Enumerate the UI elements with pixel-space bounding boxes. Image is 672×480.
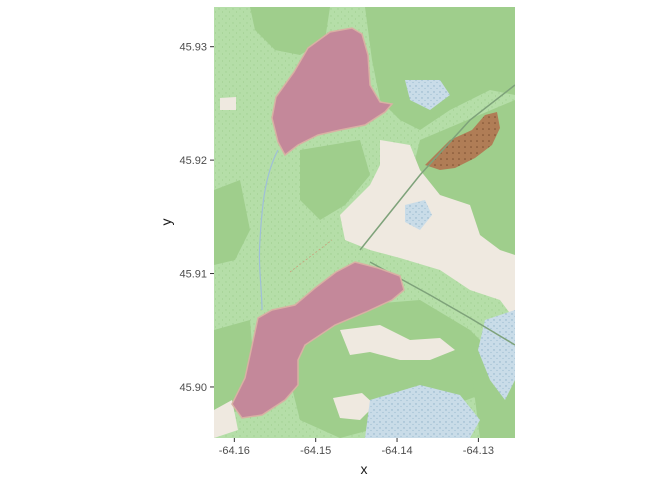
- x-tick-label: -64.13: [463, 445, 494, 457]
- wood-patch: [250, 7, 330, 55]
- road: [359, 84, 515, 251]
- wood-patch: [214, 180, 250, 265]
- x-axis-ticks: -64.16 -64.15 -64.14 -64.13: [219, 438, 494, 457]
- y-axis-ticks: 45.90 45.91 45.92 45.93: [179, 42, 214, 394]
- clearing: [220, 97, 236, 110]
- x-tick-label: -64.16: [219, 445, 250, 457]
- wood-patch: [300, 140, 370, 220]
- y-tick-label: 45.91: [179, 269, 207, 281]
- y-tick-label: 45.90: [179, 382, 207, 394]
- y-tick-label: 45.93: [179, 42, 207, 54]
- x-axis-title: x: [361, 461, 368, 477]
- wood-patch: [365, 7, 515, 130]
- clearing: [214, 400, 238, 438]
- wetland: [478, 310, 515, 400]
- clearing: [340, 140, 515, 320]
- y-axis-title: y: [158, 219, 174, 226]
- upper-lake-polygon: [271, 27, 394, 157]
- clearing: [340, 325, 455, 360]
- x-tick-label: -64.14: [381, 445, 412, 457]
- stream: [258, 149, 279, 311]
- basemap-tiles: [214, 7, 515, 438]
- clearing: [333, 393, 375, 420]
- lower-lake-polygon: [231, 261, 405, 419]
- y-tick-label: 45.92: [179, 155, 207, 167]
- wetland: [365, 385, 480, 438]
- x-tick-label: -64.15: [300, 445, 331, 457]
- quarry-area: [425, 112, 500, 170]
- wetland: [405, 200, 432, 230]
- wetland: [405, 80, 450, 110]
- trail: [289, 239, 333, 273]
